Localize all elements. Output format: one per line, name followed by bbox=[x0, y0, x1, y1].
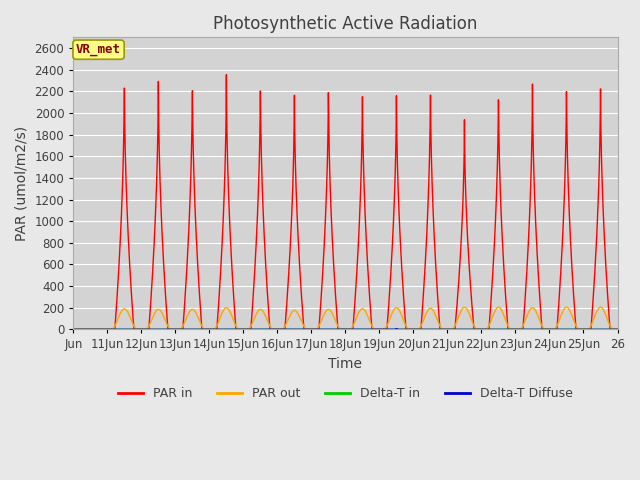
Delta-T in bbox=[476, 326, 483, 332]
Delta-T Diffuse bbox=[517, 326, 525, 332]
PAR out bbox=[168, 326, 176, 332]
X-axis label: Time: Time bbox=[328, 357, 362, 371]
Delta-T Diffuse bbox=[392, 325, 400, 331]
PAR out bbox=[476, 326, 483, 332]
Legend: PAR in, PAR out, Delta-T in, Delta-T Diffuse: PAR in, PAR out, Delta-T in, Delta-T Dif… bbox=[113, 382, 578, 405]
PAR out bbox=[461, 304, 468, 310]
PAR out bbox=[424, 309, 431, 314]
Title: Photosynthetic Active Radiation: Photosynthetic Active Radiation bbox=[213, 15, 477, 33]
Text: VR_met: VR_met bbox=[76, 43, 121, 56]
Line: Delta-T Diffuse: Delta-T Diffuse bbox=[74, 328, 618, 329]
PAR out bbox=[70, 326, 77, 332]
Delta-T Diffuse bbox=[277, 326, 285, 332]
Delta-T in bbox=[277, 326, 285, 332]
PAR in bbox=[278, 326, 285, 332]
Delta-T in bbox=[614, 326, 621, 332]
PAR in bbox=[223, 72, 230, 78]
PAR in bbox=[168, 326, 176, 332]
PAR in bbox=[476, 326, 483, 332]
Line: PAR out: PAR out bbox=[74, 307, 618, 329]
PAR in bbox=[517, 326, 525, 332]
Delta-T Diffuse bbox=[70, 326, 77, 332]
Y-axis label: PAR (umol/m2/s): PAR (umol/m2/s) bbox=[15, 126, 29, 241]
PAR in bbox=[424, 219, 431, 225]
Delta-T in bbox=[168, 326, 176, 332]
PAR out bbox=[614, 326, 621, 332]
Delta-T Diffuse bbox=[614, 326, 621, 332]
PAR in bbox=[396, 228, 404, 233]
PAR in bbox=[614, 326, 621, 332]
Line: PAR in: PAR in bbox=[74, 75, 618, 329]
Delta-T Diffuse bbox=[168, 326, 176, 332]
PAR out bbox=[396, 308, 404, 314]
Delta-T in bbox=[396, 326, 404, 332]
Delta-T Diffuse bbox=[396, 326, 404, 332]
PAR out bbox=[517, 326, 525, 332]
PAR in bbox=[70, 326, 77, 332]
Delta-T in bbox=[517, 326, 525, 332]
Delta-T in bbox=[70, 326, 77, 332]
Delta-T Diffuse bbox=[424, 326, 431, 332]
PAR out bbox=[277, 326, 285, 332]
Delta-T in bbox=[424, 326, 431, 332]
Delta-T Diffuse bbox=[476, 326, 483, 332]
